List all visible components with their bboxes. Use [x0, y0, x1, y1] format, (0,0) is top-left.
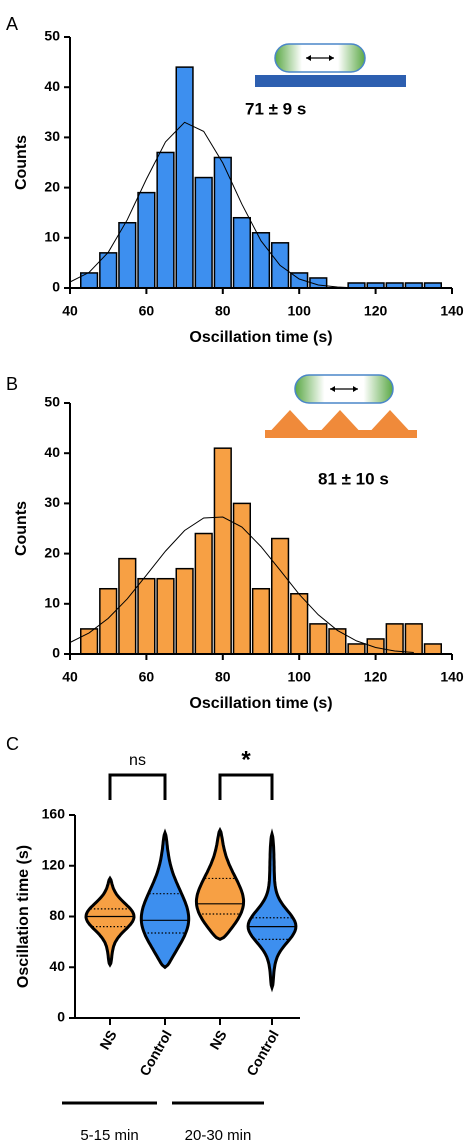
y-tick-label: 30	[44, 128, 60, 144]
y-tick-label: 120	[42, 856, 66, 872]
violin-body	[194, 826, 246, 941]
violin-body	[84, 875, 136, 968]
bar	[118, 221, 137, 289]
x-tick-label: 140	[440, 669, 464, 685]
bar	[232, 502, 252, 655]
x-tick-label: 100	[288, 303, 312, 319]
x-tick-label: Control	[136, 1027, 175, 1078]
illustration-nanostructure	[265, 374, 417, 438]
bar	[156, 151, 175, 289]
y-axis-title: Oscillation time (s)	[15, 845, 32, 988]
y-tick-label: 40	[49, 958, 65, 974]
x-axis-title: Oscillation time (s)	[189, 329, 332, 346]
x-tick-label: 60	[139, 669, 155, 685]
x-tick-label: 140	[440, 303, 464, 319]
bar	[213, 156, 232, 289]
bar	[156, 577, 175, 655]
bar	[328, 628, 347, 655]
illustration-flat	[255, 43, 406, 87]
x-tick-label: 120	[364, 303, 388, 319]
bar	[271, 537, 290, 655]
y-axis-title: Counts	[13, 135, 30, 190]
y-tick-label: 0	[52, 279, 60, 295]
x-tick-label: 40	[62, 303, 78, 319]
bar	[194, 532, 213, 655]
y-tick-label: 20	[44, 178, 60, 194]
y-tick-label: 40	[44, 78, 60, 94]
panel-letter: B	[6, 374, 18, 394]
x-axis-title: Oscillation time (s)	[189, 695, 332, 712]
panel-letter: C	[6, 734, 19, 754]
bar	[137, 577, 156, 655]
annotation: 71 ± 9 s	[245, 99, 306, 118]
significance-bracket	[108, 773, 167, 800]
x-tick-label: 60	[139, 303, 155, 319]
y-tick-label: 10	[44, 229, 60, 245]
y-tick-label: 0	[57, 1009, 65, 1025]
y-tick-label: 30	[44, 494, 60, 510]
annotation: 81 ± 10 s	[318, 469, 389, 488]
x-tick-label: 80	[215, 669, 231, 685]
x-tick-label: 100	[288, 669, 312, 685]
y-tick-label: 160	[42, 806, 66, 822]
fit-curve	[69, 516, 414, 653]
bar	[137, 191, 156, 289]
bar	[404, 623, 423, 655]
violin-body	[246, 828, 298, 993]
bar	[232, 216, 252, 289]
y-tick-label: 50	[44, 394, 60, 410]
group-label: 20-30 min	[185, 1127, 252, 1144]
bar	[251, 587, 271, 655]
group-label: 5-15 min	[80, 1127, 138, 1144]
x-tick-label: Control	[243, 1027, 282, 1078]
bar	[118, 557, 137, 655]
bar	[175, 66, 194, 289]
bar	[194, 176, 213, 289]
x-tick-label: NS	[96, 1027, 120, 1052]
y-tick-label: 10	[44, 595, 60, 611]
y-tick-label: 40	[44, 444, 60, 460]
y-tick-label: 80	[49, 907, 65, 923]
significance-label: ns	[129, 752, 146, 769]
bar	[423, 643, 442, 655]
bar	[366, 638, 385, 655]
bar	[347, 643, 366, 655]
x-tick-label: 120	[364, 669, 388, 685]
fit-curve	[69, 121, 357, 289]
significance-bracket	[218, 773, 274, 800]
bar	[213, 447, 232, 655]
y-tick-label: 0	[52, 645, 60, 661]
x-tick-label: 80	[215, 303, 231, 319]
y-axis-title: Counts	[13, 501, 30, 556]
violin-body	[139, 828, 191, 970]
bar	[290, 593, 309, 655]
x-tick-label: 40	[62, 669, 78, 685]
panel-letter: A	[6, 14, 18, 34]
bar	[99, 587, 118, 655]
bar	[175, 567, 194, 655]
significance-label: *	[241, 746, 251, 773]
y-tick-label: 50	[44, 28, 60, 44]
bar	[309, 623, 328, 655]
y-tick-label: 20	[44, 544, 60, 560]
x-tick-label: NS	[206, 1027, 230, 1052]
